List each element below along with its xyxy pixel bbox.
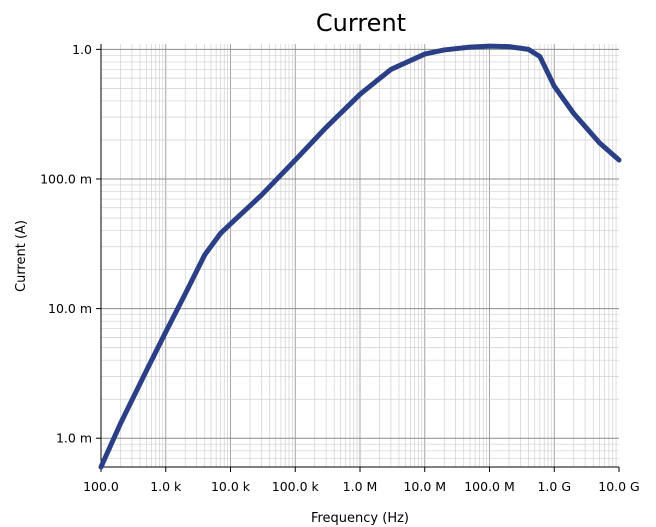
- x-tick-label: 100.0: [83, 479, 119, 494]
- series-layer: [98, 43, 622, 470]
- x-tick-label: 10.0 G: [598, 479, 640, 494]
- x-tick-label: 10.0 M: [403, 479, 446, 494]
- series-line: [98, 43, 622, 470]
- x-tick-label: 1.0 G: [537, 479, 571, 494]
- y-tick-label: 1.0: [72, 42, 92, 57]
- x-tick-label: 1.0 k: [150, 479, 182, 494]
- grid: [100, 44, 619, 468]
- y-tick-label: 10.0 m: [48, 301, 92, 316]
- axes: [96, 44, 620, 472]
- y-tick-label: 1.0 m: [56, 431, 92, 446]
- x-tick-label: 1.0 M: [343, 479, 378, 494]
- y-axis-label: Current (A): [14, 220, 29, 292]
- x-axis-label: Frequency (Hz): [311, 511, 409, 526]
- y-tick-label: 100.0 m: [40, 171, 92, 186]
- x-tick-label: 10.0 k: [211, 479, 251, 494]
- x-tick-label: 100.0 k: [272, 479, 320, 494]
- tick-labels: 100.0 1.0 k 10.0 k 100.0 k 1.0 M 10.0 M 100.0 …: [40, 42, 640, 494]
- x-tick-label: 100.0 M: [464, 479, 515, 494]
- chart-title: Current: [316, 9, 406, 37]
